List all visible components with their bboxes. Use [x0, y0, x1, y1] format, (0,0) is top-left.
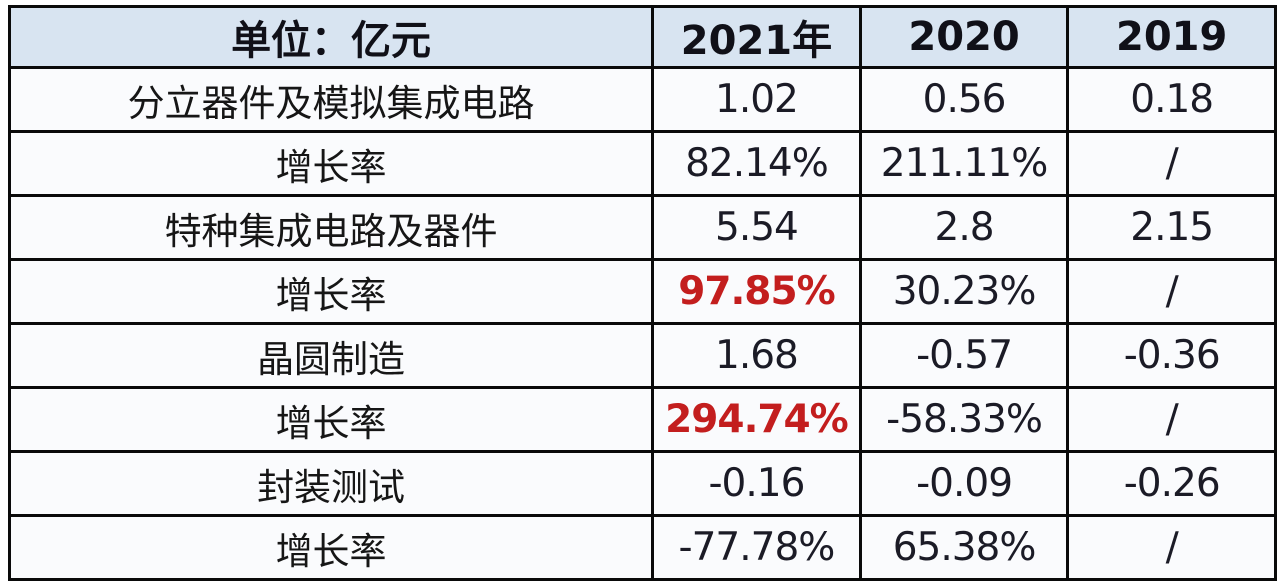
- cell-value: /: [1066, 258, 1277, 325]
- cell-value: 0.18: [1066, 66, 1277, 133]
- cell-value: 82.14%: [651, 130, 862, 197]
- cell-value: 1.02: [651, 66, 862, 133]
- row-label: 特种集成电路及器件: [7, 194, 655, 261]
- cell-value: -0.57: [858, 322, 1070, 389]
- cell-value-highlighted: 294.74%: [651, 386, 862, 453]
- cell-value: /: [1066, 130, 1277, 197]
- header-row: 单位：亿元 2021年 2020 2019: [7, 5, 1277, 69]
- unit-header: 单位：亿元: [7, 5, 655, 69]
- cell-value: -0.26: [1066, 450, 1277, 517]
- cell-value: 1.68: [651, 322, 862, 389]
- cell-value: -58.33%: [858, 386, 1070, 453]
- cell-value: -0.16: [651, 450, 862, 517]
- cell-value: 30.23%: [858, 258, 1070, 325]
- table-row: 封装测试 -0.16 -0.09 -0.26: [7, 450, 1277, 517]
- table-row: 增长率 82.14% 211.11% /: [7, 130, 1277, 197]
- financial-table: 单位：亿元 2021年 2020 2019 分立器件及模拟集成电路 1.02 0…: [7, 5, 1277, 581]
- cell-value: 5.54: [651, 194, 862, 261]
- table-row: 晶圆制造 1.68 -0.57 -0.36: [7, 322, 1277, 389]
- row-label: 增长率: [7, 258, 655, 325]
- cell-value: 65.38%: [858, 514, 1070, 581]
- cell-value: 211.11%: [858, 130, 1070, 197]
- table-row: 增长率 294.74% -58.33% /: [7, 386, 1277, 453]
- column-header-2019: 2019: [1066, 5, 1277, 69]
- column-header-2020: 2020: [858, 5, 1070, 69]
- cell-value: 2.15: [1066, 194, 1277, 261]
- column-header-2021: 2021年: [651, 5, 862, 69]
- table-row: 增长率 -77.78% 65.38% /: [7, 514, 1277, 581]
- cell-value: 2.8: [858, 194, 1070, 261]
- table-row: 增长率 97.85% 30.23% /: [7, 258, 1277, 325]
- table-row: 特种集成电路及器件 5.54 2.8 2.15: [7, 194, 1277, 261]
- table-row: 分立器件及模拟集成电路 1.02 0.56 0.18: [7, 66, 1277, 133]
- cell-value-highlighted: 97.85%: [651, 258, 862, 325]
- row-label: 增长率: [7, 514, 655, 581]
- row-label: 封装测试: [7, 450, 655, 517]
- cell-value: 0.56: [858, 66, 1070, 133]
- row-label: 晶圆制造: [7, 322, 655, 389]
- row-label: 分立器件及模拟集成电路: [7, 66, 655, 133]
- row-label: 增长率: [7, 386, 655, 453]
- row-label: 增长率: [7, 130, 655, 197]
- cell-value: -0.36: [1066, 322, 1277, 389]
- cell-value: /: [1066, 514, 1277, 581]
- cell-value: -0.09: [858, 450, 1070, 517]
- cell-value: /: [1066, 386, 1277, 453]
- cell-value: -77.78%: [651, 514, 862, 581]
